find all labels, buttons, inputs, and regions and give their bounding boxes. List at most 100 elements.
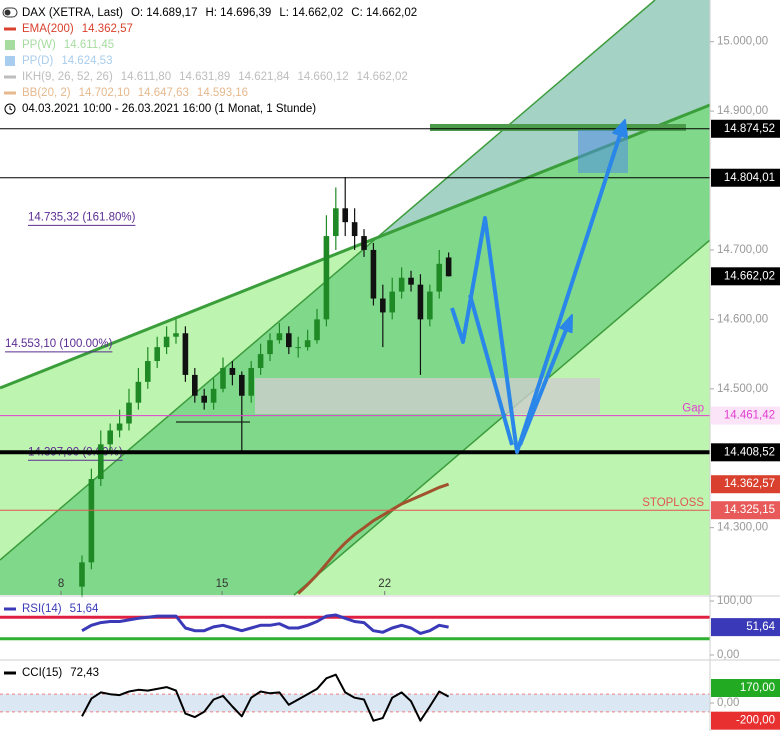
drawing-arrow [518, 329, 568, 446]
legend-value: 14.660,12 [297, 71, 348, 83]
y-tick-label: 14.700,00 [717, 244, 768, 256]
candle-body [107, 430, 113, 445]
candle-body [220, 367, 226, 389]
target-bar [430, 124, 686, 131]
legend-swatch [5, 56, 15, 66]
candle-body [361, 236, 367, 250]
candle-body [333, 208, 339, 237]
level-label-box [711, 711, 780, 730]
legend-value: 14.611,45 [64, 39, 114, 51]
labels: 8 15 22 15.000,00 14.900,00 14.700,00 14.600,0… [2, 7, 780, 730]
legend-name: RSI(14) [22, 603, 62, 615]
level-label: 14.874,52 [724, 123, 775, 135]
clock-icon [4, 103, 16, 115]
level-label: 14.408,52 [724, 446, 775, 458]
level-label: 170,00 [740, 682, 775, 694]
candle-body [323, 236, 330, 320]
level-label-box [711, 475, 780, 494]
level-label: 14.325,15 [724, 504, 775, 516]
legend-swatch [5, 40, 15, 50]
fib-label: 14.735,32 (161.80%) [28, 211, 136, 223]
legend-value: L: 14.662,02 [279, 7, 343, 19]
legend-entry: RSI(14) 51,64 [22, 603, 99, 615]
candle-body [229, 367, 236, 375]
channel-edge [293, 239, 711, 596]
gap-zone [255, 378, 600, 414]
legend-value: 14.624,53 [61, 55, 112, 67]
clock-hands [9, 106, 13, 111]
legend-value: 14.702,10 [79, 87, 130, 99]
legend-toggle [2, 7, 18, 18]
legend-name: PP(W) [22, 39, 56, 51]
level-label-box [711, 501, 780, 520]
indicator-line [81, 673, 450, 722]
level-label: 14.662,02 [724, 270, 775, 282]
candle-body [201, 395, 208, 403]
legend-name: BB(20, 2) [22, 87, 71, 99]
drawing-arrow [450, 134, 622, 454]
legend-entry: DAX (XETRA, Last) O: 14.689,17 H: 14.696,3… [22, 7, 417, 19]
candle-body [304, 340, 311, 348]
arrow-head [559, 314, 573, 334]
candle-body [436, 263, 443, 292]
candle-body [295, 347, 302, 349]
legend-value: 14.647,63 [138, 87, 189, 99]
candle-body [239, 374, 245, 396]
candle-body [210, 388, 217, 403]
subtitle: 04.03.2021 10:00 - 26.03.2021 16:00 (1 M… [22, 103, 316, 115]
level-label-box [711, 119, 780, 138]
drawing-arrow [468, 294, 514, 446]
candle-body [126, 402, 132, 424]
candle-body [445, 257, 452, 277]
y-tick-label: 15.000,00 [717, 36, 768, 48]
legend-entry: PP(W) 14.611,45 [22, 39, 114, 51]
legend-toggle-knob [4, 9, 11, 16]
candle-body [116, 423, 123, 431]
legend-value: 14.621,84 [238, 71, 290, 83]
legend-entry: PP(D) 14.624,53 [22, 55, 112, 67]
legend-value: 14.662,02 [357, 71, 408, 83]
y-tick-label: 0,00 [717, 649, 739, 661]
candle-body [173, 333, 179, 337]
candle-body [389, 291, 396, 313]
candle-body [286, 333, 292, 348]
legend-entry: IKH(9, 26, 52, 26) 14.611,80 14.631,89 14.6… [22, 71, 408, 83]
level-label-box [711, 168, 780, 187]
channel-drawing [0, 0, 711, 596]
legend-value: H: 14.696,39 [205, 7, 271, 19]
indicator-line [81, 613, 449, 635]
legend-name: IKH(9, 26, 52, 26) [22, 71, 113, 83]
legend-entry: CCI(15) 72,43 [22, 667, 99, 679]
y-tick-label: 14.300,00 [717, 522, 768, 534]
candle-body [380, 298, 386, 313]
legend-name: EMA(200) [22, 23, 74, 35]
marks: 14.735,32 (161.80%)14.553,10 (100.00%)14… [0, 128, 710, 722]
y-tick-label: 0,00 [717, 697, 739, 709]
legend-value: 14.631,89 [179, 71, 230, 83]
y-tick-label: 14.600,00 [717, 313, 768, 325]
candle-body [276, 333, 283, 341]
legend-value: 72,43 [70, 667, 99, 679]
candle-body [88, 479, 95, 563]
x-tick-label: 8 [58, 578, 64, 590]
legend-entry: EMA(200) 14.362,57 [22, 23, 133, 35]
candle-body [144, 361, 151, 382]
y-tick-label: 14.500,00 [717, 383, 768, 395]
level-label: 14.362,57 [724, 478, 775, 490]
level-label-box [711, 267, 780, 286]
candle-body [97, 444, 104, 480]
legend-name: DAX (XETRA, Last) [22, 7, 123, 19]
level-name: Gap [682, 403, 704, 415]
candle-body [182, 333, 189, 375]
candle-body [79, 562, 85, 587]
y-tick-label: 100,00 [717, 595, 752, 607]
level-name: STOPLOSS [642, 497, 704, 509]
level-label-box [711, 443, 780, 462]
legend-value: 14.593,16 [197, 87, 248, 99]
candle-body [408, 277, 414, 285]
level-label: 51,64 [746, 621, 775, 633]
level-label: 14.461,42 [724, 410, 775, 422]
candle-body [314, 319, 320, 341]
candle-body [351, 222, 358, 237]
